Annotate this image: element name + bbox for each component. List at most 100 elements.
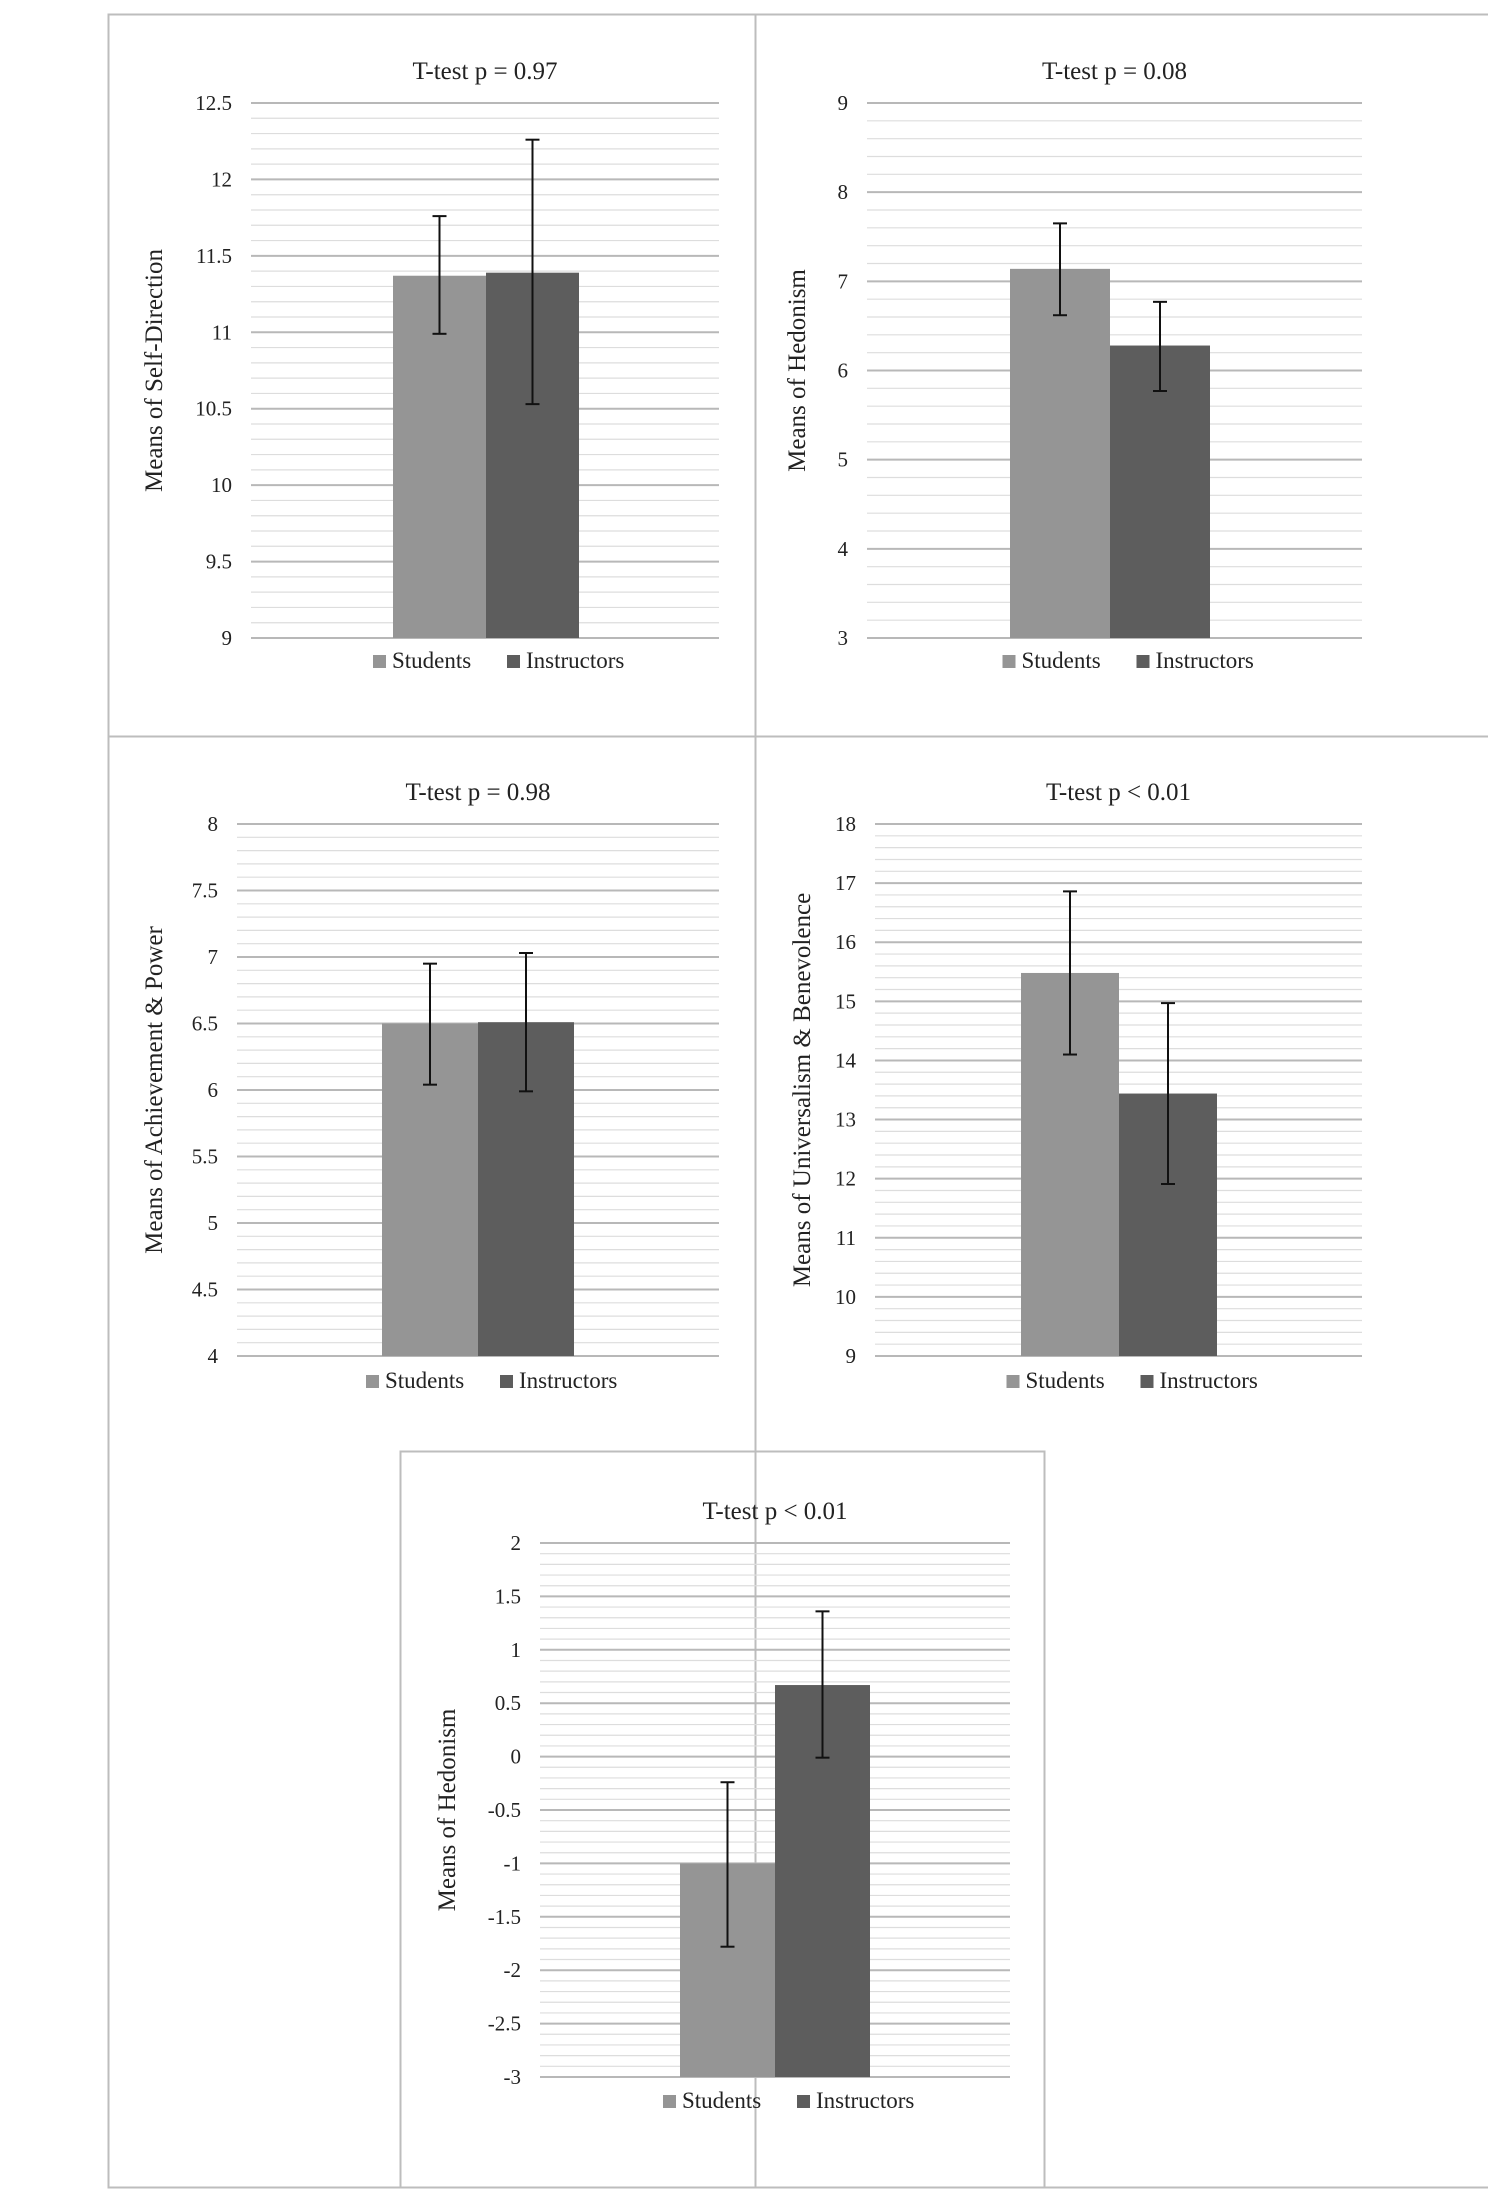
y-tick-label: 4.5: [192, 1278, 218, 1302]
error-bar-instructors: [525, 138, 540, 406]
y-tick-label: 1.5: [495, 1584, 521, 1608]
y-tick-label: 12.5: [195, 91, 232, 115]
y-tick-label: 6: [838, 359, 849, 383]
y-tick-label: 13: [835, 1108, 856, 1132]
legend: Students Instructors: [373, 648, 624, 673]
y-tick-label: 6: [208, 1078, 219, 1102]
y-axis-label: Means of Achievement & Power: [141, 925, 168, 1253]
y-tick-label: -2: [504, 1958, 522, 1982]
bar-students: [1010, 268, 1110, 638]
legend-label-students: Students: [1026, 1368, 1105, 1393]
legend-swatch-instructors: [500, 1375, 513, 1388]
y-tick-label: 10.5: [195, 397, 232, 421]
error-bar-students: [1063, 890, 1077, 1056]
y-tick-label: 3: [838, 626, 849, 650]
legend-label-students: Students: [392, 648, 471, 673]
legend-label-students: Students: [385, 1368, 464, 1393]
error-bar-instructors: [519, 952, 533, 1093]
error-bar-students: [1053, 222, 1067, 317]
y-tick-label: 8: [838, 180, 849, 204]
y-tick-label: 5: [838, 448, 849, 472]
legend-label-instructors: Instructors: [519, 1368, 617, 1393]
chart-panel-4: 9 10 11 12 13 14 15 16 17 18 T-test p < 0.01 Means …: [754, 735, 1488, 2189]
y-tick-label: 11.5: [196, 244, 232, 268]
legend-swatch-students: [1006, 1375, 1020, 1388]
chart-title: T-test p < 0.01: [1046, 779, 1191, 806]
y-tick-label: 4: [208, 1344, 219, 1368]
y-axis-label: Means of Hedonism: [784, 269, 811, 472]
y-tick-label: 2: [511, 1531, 522, 1555]
legend-swatch-instructors: [797, 2095, 810, 2108]
error-bar-students: [432, 215, 447, 335]
y-tick-label: 9.5: [206, 550, 232, 574]
legend-label-instructors: Instructors: [1160, 1368, 1258, 1393]
chart-panel-2: 3 4 5 6 7 8 9 T-test p = 0.08 Means of Hedonism S…: [754, 13, 1488, 738]
y-tick-label: 0: [511, 1745, 522, 1769]
error-bar-instructors: [1153, 300, 1167, 393]
legend-swatch-instructors: [1136, 655, 1150, 668]
y-tick-label: 10: [211, 473, 232, 497]
y-tick-label: 7: [838, 269, 849, 293]
legend-label-instructors: Instructors: [816, 2088, 914, 2113]
legend-label-students: Students: [682, 2088, 761, 2113]
y-tick-label: -1: [504, 1851, 522, 1875]
error-bar-instructors: [815, 1610, 830, 1759]
y-tick-label: 4: [838, 537, 849, 561]
y-axis-label: Means of Universalism & Benevolence: [789, 893, 816, 1287]
error-bar-students: [720, 1781, 735, 1948]
legend-swatch-students: [1002, 655, 1016, 668]
y-tick-label: 9: [838, 91, 849, 115]
chart-title: T-test p = 0.08: [1042, 58, 1187, 85]
y-tick-label: 16: [835, 930, 856, 954]
legend: Students Instructors: [1006, 1368, 1258, 1393]
bar-students: [393, 275, 486, 638]
chart-title: T-test p < 0.01: [702, 1498, 847, 1525]
panel-border: [399, 1450, 1046, 2189]
y-tick-label: 7: [208, 945, 219, 969]
y-tick-label: -0.5: [488, 1798, 521, 1822]
error-bar-instructors: [1161, 1002, 1175, 1185]
y-tick-label: 12: [835, 1167, 856, 1191]
legend-swatch-students: [366, 1375, 379, 1388]
y-tick-label: 14: [835, 1048, 857, 1072]
legend-swatch-instructors: [507, 655, 520, 668]
legend: Students Instructors: [366, 1368, 617, 1393]
y-tick-label: 5.5: [192, 1145, 218, 1169]
y-tick-label: 9: [846, 1344, 857, 1368]
y-tick-label: 11: [836, 1226, 856, 1250]
y-tick-label: 0.5: [495, 1691, 521, 1715]
legend: Students Instructors: [1002, 648, 1254, 673]
chart-title: T-test p = 0.98: [405, 779, 550, 806]
error-bar-students: [423, 962, 437, 1086]
y-tick-label: 1: [511, 1638, 522, 1662]
y-tick-label: 18: [835, 812, 856, 836]
y-tick-label: 12: [211, 167, 232, 191]
y-tick-label: 11: [212, 320, 232, 344]
legend-label-instructors: Instructors: [1156, 648, 1254, 673]
bar-instructors: [1110, 345, 1210, 638]
y-tick-label: 6.5: [192, 1012, 218, 1036]
chart-panel-5: -3 -2.5 -2 -1.5 -1 -0.5 0 0.5 1 1.5 2 T-test p < 0.…: [399, 1450, 1046, 2189]
y-tick-label: 8: [208, 812, 219, 836]
chart-title: T-test p = 0.97: [412, 58, 557, 85]
legend: Students Instructors: [663, 2088, 914, 2113]
chart-panel-3: 4 4.5 5 5.5 6 6.5 7 7.5 8 T-test p = 0.98 Means of…: [107, 735, 757, 2189]
y-tick-label: -1.5: [488, 1905, 521, 1929]
legend-label-instructors: Instructors: [526, 648, 624, 673]
chart-panel-1: 9 9.5 10 10.5 11 11.5 12 12.5 T-test p = 0.97 Mea…: [107, 13, 757, 738]
y-tick-label: 15: [835, 989, 856, 1013]
y-tick-label: 17: [835, 871, 856, 895]
y-tick-label: -3: [504, 2065, 522, 2089]
legend-label-students: Students: [1022, 648, 1101, 673]
y-tick-label: -2.5: [488, 2012, 521, 2036]
y-tick-label: 10: [835, 1285, 856, 1309]
y-tick-label: 7.5: [192, 879, 218, 903]
y-tick-label: 5: [208, 1211, 219, 1235]
panel-border: [754, 735, 1488, 2189]
y-axis-label: Means of Self-Direction: [141, 249, 168, 492]
legend-swatch-instructors: [1140, 1375, 1154, 1388]
y-axis-label: Means of Hedonism: [434, 1708, 461, 1911]
y-tick-label: 9: [222, 626, 233, 650]
legend-swatch-students: [663, 2095, 676, 2108]
